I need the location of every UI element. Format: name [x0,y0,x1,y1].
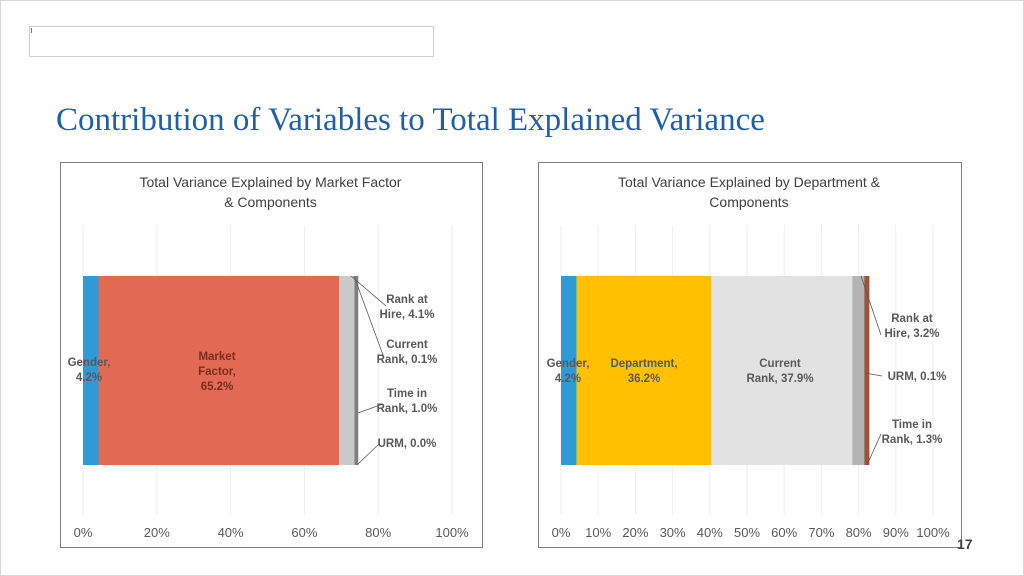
leader-line-urm [864,372,883,377]
x-tick-label: 30% [660,525,686,540]
chart-title-line: Total Variance Explained by Department & [618,174,881,190]
x-tick-label: 20% [622,525,648,540]
data-label-time-in-rank: Rank, 1.0% [377,403,438,415]
data-label-time-in-rank: Rank, 1.3% [882,434,943,446]
data-label-gender: 4.2% [555,373,581,385]
data-label-current-rank: Current [386,339,428,351]
chart-market-factor: Total Variance Explained by Market Facto… [68,174,469,540]
x-tick-label: 0% [74,525,93,540]
data-label-time-in-rank: Time in [387,388,427,400]
bar-segment-gender [561,276,577,465]
chart-department: Total Variance Explained by Department &… [547,174,950,540]
chart-title-line: Total Variance Explained by Market Facto… [140,174,402,190]
leader-line-time-in-rank [866,433,882,466]
data-label-department: Department, [610,358,677,370]
data-label-gender: 4.2% [76,372,102,384]
bar-segment-gender [83,276,99,465]
x-tick-label: 40% [218,525,244,540]
leader-line-rank-at-hire [350,275,387,307]
leader-line-urm [356,443,380,466]
page-number: 17 [957,536,973,552]
leader-line-rank-at-hire [860,275,882,336]
x-tick-label: 100% [916,525,950,540]
x-tick-label: 60% [771,525,797,540]
bar-segment-rank-at-hire [339,276,355,465]
data-label-gender: Gender, [547,358,590,370]
x-tick-label: 10% [585,525,611,540]
data-label-time-in-rank: Time in [892,419,932,431]
chart-panel-market-factor: Total Variance Explained by Market Facto… [60,162,483,548]
data-label-rank-at-hire: Hire, 3.2% [885,328,940,340]
x-tick-label: 70% [808,525,834,540]
x-tick-label: 0% [552,525,571,540]
x-tick-label: 80% [365,525,391,540]
data-label-urm: URM, 0.0% [378,438,437,450]
data-label-current-rank: Rank, 37.9% [746,373,813,385]
x-tick-label: 20% [144,525,170,540]
data-label-rank-at-hire: Rank at [891,313,933,325]
data-label-current-rank: Current [759,358,801,370]
x-tick-label: 40% [697,525,723,540]
bar-segment-current-rank [711,276,853,465]
x-tick-label: 60% [291,525,317,540]
leader-line-time-in-rank [357,403,384,414]
bar-segment-time-in-rank [354,276,359,465]
text-cursor-mark [31,28,32,33]
bar-segment-time-in-rank [864,276,870,465]
data-label-rank-at-hire: Rank at [386,294,428,306]
bar-segment-department [576,276,712,465]
data-label-market-factor: 65.2% [201,381,234,393]
data-label-market-factor: Market [198,351,235,363]
page-title: Contribution of Variables to Total Expla… [56,102,765,138]
data-label-rank-at-hire: Hire, 4.1% [380,309,435,321]
bar-segment-market-factor [98,276,340,465]
text-placeholder-box[interactable] [29,26,434,57]
leader-line-current-rank [353,275,384,356]
x-tick-label: 50% [734,525,760,540]
chart-title-line: Components [709,194,788,210]
chart-title-line: & Components [224,194,317,210]
x-tick-label: 100% [435,525,469,540]
data-label-gender: Gender, [68,357,111,369]
bar-segment-rank-at-hire [852,276,865,465]
data-label-urm: URM, 0.1% [888,371,947,383]
x-tick-label: 80% [846,525,872,540]
x-tick-label: 90% [883,525,909,540]
data-label-market-factor: Factor, [198,366,236,378]
data-label-department: 36.2% [628,373,661,385]
data-label-current-rank: Rank, 0.1% [377,354,438,366]
chart-panel-department: Total Variance Explained by Department &… [538,162,962,548]
